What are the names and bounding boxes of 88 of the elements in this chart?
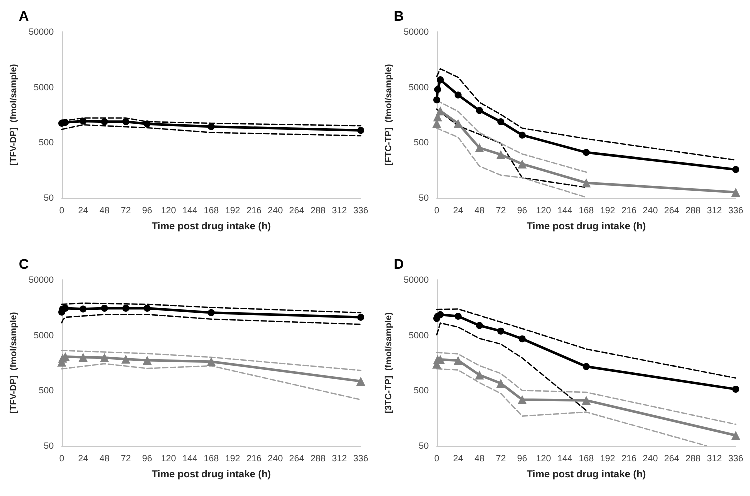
y-tick-label: 500 [38, 138, 54, 148]
x-tick-label: 48 [100, 454, 110, 464]
x-tick-label: 48 [474, 454, 485, 464]
y-axis-title: [TFV-DP] (fmol/sample) [8, 312, 19, 414]
x-tick-label: 24 [453, 206, 464, 216]
x-tick-label: 144 [558, 454, 573, 464]
y-tick-label: 50000 [28, 27, 54, 37]
x-tick-label: 96 [142, 454, 152, 464]
x-tick-label: 168 [204, 454, 220, 464]
x-axis-title: Time post drug intake (h) [152, 222, 272, 232]
x-tick-label: 144 [182, 454, 198, 464]
x-tick-label: 312 [332, 206, 348, 216]
y-tick-label: 50 [418, 193, 429, 203]
x-tick-label: 120 [161, 206, 176, 216]
x-tick-label: 288 [310, 454, 326, 464]
x-tick-label: 168 [578, 206, 594, 216]
x-tick-label: 336 [728, 206, 744, 216]
x-tick-label: 216 [622, 206, 637, 216]
x-tick-label: 264 [289, 206, 304, 216]
y-tick-label: 5000 [34, 82, 54, 92]
y-tick-label: 500 [38, 386, 54, 396]
x-tick-label: 168 [204, 206, 220, 216]
y-tick-label: 50000 [404, 275, 429, 285]
x-tick-label: 216 [246, 206, 262, 216]
x-tick-label: 288 [686, 454, 701, 464]
x-tick-label: 24 [78, 206, 88, 216]
y-tick-label: 50000 [404, 27, 429, 37]
x-tick-label: 96 [517, 454, 528, 464]
chart-title: C [19, 256, 30, 272]
x-axis-title: Time post drug intake (h) [152, 470, 272, 480]
y-tick-label: 5000 [34, 330, 54, 340]
x-tick-label: 72 [496, 454, 506, 464]
x-tick-label: 240 [268, 454, 284, 464]
x-tick-label: 216 [246, 454, 262, 464]
x-tick-label: 0 [59, 454, 65, 464]
x-tick-label: 192 [600, 206, 616, 216]
y-axis-title: [TFV-DP] (fmol/sample) [8, 64, 19, 166]
x-tick-label: 168 [578, 454, 594, 464]
x-tick-label: 0 [434, 206, 440, 216]
x-tick-label: 96 [142, 206, 152, 216]
x-tick-label: 192 [225, 206, 240, 216]
x-tick-label: 72 [121, 206, 132, 216]
x-tick-label: 48 [474, 206, 485, 216]
x-tick-label: 264 [664, 206, 680, 216]
x-tick-label: 336 [728, 454, 744, 464]
x-tick-label: 336 [353, 454, 369, 464]
y-tick-label: 5000 [408, 82, 429, 92]
x-tick-label: 240 [643, 454, 658, 464]
x-tick-label: 240 [643, 206, 658, 216]
x-tick-label: 48 [100, 206, 110, 216]
x-tick-label: 312 [332, 454, 348, 464]
x-tick-label: 96 [517, 206, 528, 216]
x-tick-label: 0 [434, 454, 440, 464]
y-tick-label: 50000 [28, 275, 54, 285]
x-tick-label: 144 [182, 206, 198, 216]
y-tick-label: 500 [414, 386, 429, 396]
x-tick-label: 192 [600, 454, 616, 464]
y-tick-label: 50 [44, 193, 54, 203]
x-tick-label: 336 [353, 206, 369, 216]
x-tick-label: 216 [622, 454, 637, 464]
x-tick-label: 264 [289, 454, 304, 464]
y-tick-label: 500 [414, 138, 429, 148]
x-tick-label: 120 [536, 206, 552, 216]
x-tick-label: 312 [707, 206, 722, 216]
y-axis-title: [3TC-TP] (fmol/sample) [384, 312, 394, 414]
x-tick-label: 24 [453, 454, 464, 464]
x-tick-label: 120 [536, 454, 552, 464]
x-tick-label: 192 [225, 454, 240, 464]
x-tick-label: 288 [686, 206, 701, 216]
x-tick-label: 312 [707, 454, 722, 464]
x-tick-label: 288 [310, 206, 326, 216]
y-tick-label: 50 [44, 441, 54, 451]
x-tick-label: 24 [78, 454, 88, 464]
x-tick-label: 264 [664, 454, 680, 464]
y-axis-title: [FTC-TP] (fmol/sample) [384, 64, 394, 166]
x-axis-title: Time post drug intake (h) [526, 222, 646, 232]
y-tick-label: 5000 [408, 330, 429, 340]
x-tick-label: 72 [121, 454, 132, 464]
x-axis-title: Time post drug intake (h) [526, 470, 646, 480]
chart-title: B [394, 8, 404, 24]
chart-title: A [19, 8, 30, 24]
x-tick-label: 120 [161, 454, 176, 464]
x-tick-label: 240 [268, 206, 284, 216]
x-tick-label: 72 [496, 206, 506, 216]
x-tick-label: 144 [558, 206, 573, 216]
y-tick-label: 50 [418, 441, 429, 451]
x-tick-label: 0 [59, 206, 65, 216]
chart-title: D [394, 256, 404, 272]
